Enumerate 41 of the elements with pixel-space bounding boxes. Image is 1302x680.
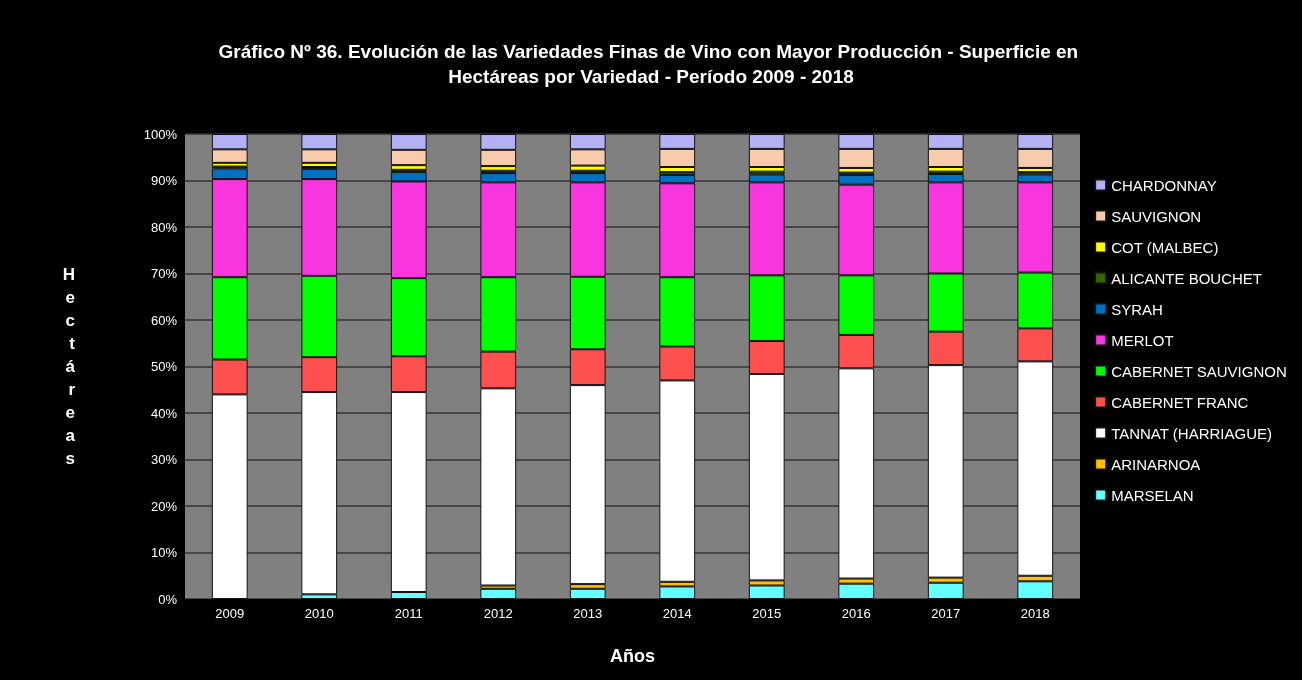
x-tick-label: 2011 xyxy=(394,606,423,621)
x-tick-label: 2016 xyxy=(841,606,871,621)
legend-label: MERLOT xyxy=(1111,331,1174,349)
text: Hectáreas xyxy=(62,265,75,468)
chart-title: Gráfico Nº 36. Evolución de las Variedades Finas de Vino con Mayor Producción - Superficie en Hectáreas por Variedad - Período 2009 - 2018 xyxy=(218,41,1084,87)
y-tick-label: 50% xyxy=(150,359,178,374)
x-tick-label: 2014 xyxy=(662,606,692,621)
legend-label: CHARDONNAY xyxy=(1111,176,1217,194)
legend-label: ALICANTE BOUCHET xyxy=(1111,269,1262,287)
y-tick-label: 60% xyxy=(150,312,178,328)
legend-label: CABERNET SAUVIGNON xyxy=(1111,362,1287,380)
y-tick-label: 30% xyxy=(150,452,178,467)
x-tick-label: 2018 xyxy=(1020,606,1050,621)
legend-label: ARINARNOA xyxy=(1111,455,1201,473)
legend-label: SAUVIGNON xyxy=(1111,207,1202,225)
y-tick-label: 100% xyxy=(143,126,178,142)
legend-label: TANNAT (HARRIAGUE) xyxy=(1111,424,1272,442)
legend-label: SYRAH xyxy=(1111,300,1163,318)
x-tick-label: 2012 xyxy=(483,606,513,621)
legend-label: CABERNET FRANC xyxy=(1111,393,1249,411)
legend-label: MARSELAN xyxy=(1111,486,1194,504)
bar xyxy=(659,586,696,599)
y-tick-label: 20% xyxy=(150,498,178,514)
bar xyxy=(569,588,606,599)
y-tick-label: 70% xyxy=(150,266,178,281)
x-tick-label: 2010 xyxy=(304,606,334,621)
x-tick-label: 2017 xyxy=(931,606,961,621)
legend-label: COT (MALBEC) xyxy=(1111,238,1219,256)
y-tick-label: 0% xyxy=(158,591,178,607)
bar xyxy=(748,585,785,599)
bar xyxy=(480,588,517,599)
x-tick-label: 2009 xyxy=(215,606,245,621)
y-tick-label: 40% xyxy=(150,405,178,421)
x-tick-label: 2013 xyxy=(573,606,603,621)
y-tick-label: 80% xyxy=(150,219,178,235)
x-tick-label: 2015 xyxy=(752,606,782,621)
x-axis-title: Años xyxy=(610,646,655,666)
bar xyxy=(838,583,875,599)
bar xyxy=(927,582,964,599)
y-tick-label: 10% xyxy=(150,545,178,560)
y-tick-label: 90% xyxy=(150,173,178,188)
